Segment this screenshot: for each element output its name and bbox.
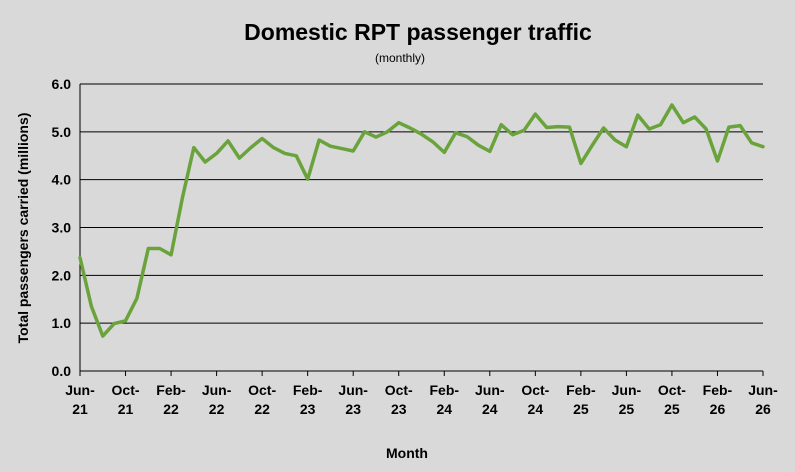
x-tick-label: Jun-26 (748, 382, 778, 417)
data-point (295, 154, 298, 157)
chart-subtitle: (monthly) (375, 51, 425, 65)
data-point (591, 144, 594, 147)
data-point (158, 247, 161, 250)
x-tick-label: Feb-25 (566, 382, 596, 417)
data-point (739, 124, 742, 127)
data-point (727, 126, 730, 129)
data-point (147, 247, 150, 250)
data-point (329, 145, 332, 148)
data-point (648, 128, 651, 131)
data-point (682, 121, 685, 124)
data-point (135, 297, 138, 300)
data-point (466, 135, 469, 138)
gridlines (80, 83, 763, 324)
data-point (170, 253, 173, 256)
data-point (762, 145, 765, 148)
data-point (545, 126, 548, 129)
data-point (523, 129, 526, 132)
x-axis-label: Month (386, 445, 428, 461)
x-tick-label: Oct-22 (248, 382, 276, 417)
x-tick-label: Oct-21 (112, 382, 140, 417)
data-point (420, 133, 423, 136)
data-point (636, 114, 639, 117)
data-point (579, 162, 582, 165)
data-point (318, 139, 321, 142)
data-point (261, 137, 264, 140)
data-point (431, 140, 434, 143)
data-point (79, 256, 82, 259)
x-tick-label: Jun-25 (612, 382, 642, 417)
x-tick-label: Jun-24 (475, 382, 505, 417)
data-point (375, 136, 378, 139)
data-point (181, 196, 184, 199)
data-point (716, 160, 719, 163)
data-point (511, 133, 514, 136)
data-point (192, 146, 195, 149)
data-point (352, 150, 355, 153)
y-tick-labels: 0.0 1.0 2.0 3.0 4.0 5.0 6.0 (52, 76, 72, 379)
data-point (614, 139, 617, 142)
y-tick-label: 6.0 (52, 76, 72, 92)
data-point (454, 131, 457, 134)
data-point (477, 144, 480, 147)
data-point (215, 152, 218, 155)
data-point (113, 322, 116, 325)
data-point (557, 125, 560, 128)
data-point (500, 123, 503, 126)
data-point (534, 113, 537, 116)
x-tick-label: Jun-22 (202, 382, 232, 417)
y-tick-label: 4.0 (52, 172, 72, 188)
data-point (238, 157, 241, 160)
data-point (443, 151, 446, 154)
data-point (705, 128, 708, 131)
data-point (363, 130, 366, 133)
data-point (227, 139, 230, 142)
data-point (670, 104, 673, 107)
data-point (306, 178, 309, 181)
series-line (78, 103, 765, 338)
data-point (397, 121, 400, 124)
data-point (602, 127, 605, 130)
data-point (659, 123, 662, 126)
data-point (340, 147, 343, 150)
axes (79, 84, 764, 376)
x-tick-label: Feb-24 (429, 382, 459, 417)
y-tick-label: 1.0 (52, 315, 72, 331)
data-point (90, 305, 93, 308)
x-tick-label: Oct-23 (385, 382, 413, 417)
data-point (693, 116, 696, 119)
y-tick-label: 3.0 (52, 220, 72, 236)
data-point (272, 146, 275, 149)
y-tick-label: 0.0 (52, 363, 72, 379)
data-point (625, 145, 628, 148)
y-tick-label: 5.0 (52, 124, 72, 140)
data-point (568, 126, 571, 129)
data-point (488, 150, 491, 153)
data-point (750, 141, 753, 144)
x-tick-label: Oct-24 (521, 382, 549, 417)
x-tick-label: Feb-26 (703, 382, 733, 417)
data-point (283, 152, 286, 155)
data-point (409, 127, 412, 130)
x-tick-label: Feb-23 (293, 382, 323, 417)
data-point (249, 146, 252, 149)
x-tick-labels: Jun-21 Oct-21 Feb-22 Jun-22 Oct-22 Feb-23 Jun-… (65, 382, 778, 417)
x-tick-label: Jun-21 (65, 382, 95, 417)
data-point (204, 161, 207, 164)
x-tick-label: Feb-22 (156, 382, 186, 417)
x-tick-label: Jun-23 (338, 382, 368, 417)
data-point (386, 130, 389, 133)
series-layer (78, 103, 765, 338)
data-point (124, 319, 127, 322)
data-point (101, 335, 104, 338)
y-tick-label: 2.0 (52, 267, 72, 283)
x-tick-label: Oct-25 (658, 382, 686, 417)
y-axis-label: Total passengers carried (millions) (15, 113, 31, 344)
chart-title: Domestic RPT passenger traffic (244, 19, 592, 45)
